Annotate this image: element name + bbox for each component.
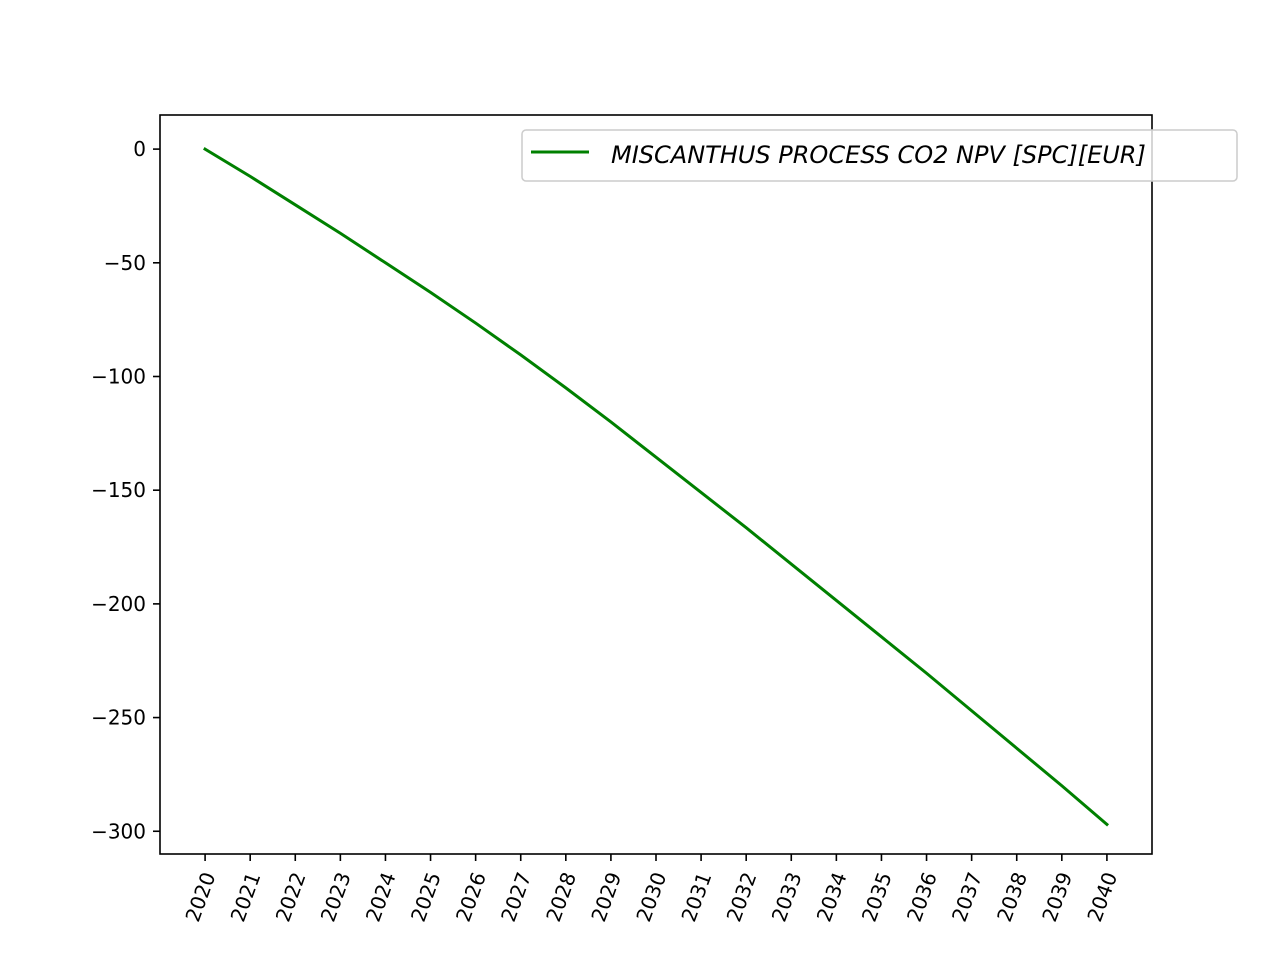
y-tick-label: −100 bbox=[91, 364, 146, 388]
series-line-0 bbox=[203, 147, 1110, 827]
y-tick-label: 0 bbox=[133, 137, 146, 161]
legend-label: MISCANTHUS PROCESS CO2 NPV [SPC][EUR] bbox=[611, 141, 1146, 169]
y-tick-label: −300 bbox=[91, 819, 146, 843]
plot-layer bbox=[203, 147, 1110, 827]
legend-box bbox=[521, 129, 1238, 182]
y-tick-label: −150 bbox=[91, 478, 146, 502]
y-tick-label: −50 bbox=[104, 251, 146, 275]
legend: MISCANTHUS PROCESS CO2 NPV [SPC][EUR] bbox=[521, 129, 1238, 182]
y-tick-label: −250 bbox=[91, 706, 146, 730]
y-tick-label: −200 bbox=[91, 592, 146, 616]
